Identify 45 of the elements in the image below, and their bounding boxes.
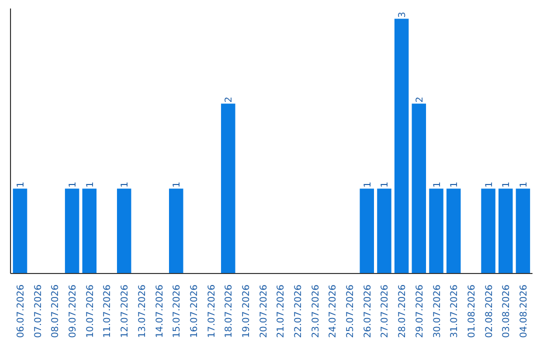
data-label: 3 bbox=[397, 12, 408, 18]
x-tick-label: 17.07.2026 bbox=[206, 284, 218, 338]
data-label: 1 bbox=[432, 182, 443, 188]
x-tick-label: 07.07.2026 bbox=[32, 284, 44, 338]
data-label: 1 bbox=[362, 182, 374, 188]
x-tick-label: 12.07.2026 bbox=[120, 284, 131, 338]
x-tick-label: 31.07.2026 bbox=[449, 284, 460, 338]
x-tick-label: 28.07.2026 bbox=[397, 284, 408, 338]
x-tick-label: 09.07.2026 bbox=[68, 284, 79, 338]
data-label: 1 bbox=[172, 182, 183, 188]
x-tick-label: 15.07.2026 bbox=[172, 284, 183, 338]
x-tick-label: 29.07.2026 bbox=[414, 284, 426, 338]
x-tick-label: 24.07.2026 bbox=[328, 284, 339, 338]
x-tick-label: 16.07.2026 bbox=[188, 284, 200, 338]
data-label: 1 bbox=[120, 182, 131, 188]
data-label: 1 bbox=[68, 182, 79, 188]
x-tick-label: 20.07.2026 bbox=[258, 284, 270, 338]
data-label: 1 bbox=[484, 182, 495, 188]
x-tick-label: 19.07.2026 bbox=[240, 284, 252, 338]
data-label: 1 bbox=[380, 182, 391, 188]
x-tick-label: 02.08.2026 bbox=[484, 284, 495, 338]
x-tick-label: 14.07.2026 bbox=[154, 284, 166, 338]
x-tick-label: 30.07.2026 bbox=[432, 284, 443, 338]
x-tick-label: 25.07.2026 bbox=[345, 284, 356, 338]
data-label: 2 bbox=[224, 96, 235, 103]
x-tick-label: 08.07.2026 bbox=[50, 284, 62, 338]
x-tick-label: 21.07.2026 bbox=[276, 284, 287, 338]
data-label: 1 bbox=[449, 182, 460, 188]
x-tick-label: 27.07.2026 bbox=[380, 284, 391, 338]
data-label: 1 bbox=[501, 182, 512, 188]
x-tick-label: 04.08.2026 bbox=[518, 284, 530, 338]
x-tick-label: 06.07.2026 bbox=[16, 284, 27, 338]
x-tick-label: 18.07.2026 bbox=[224, 284, 235, 338]
x-tick-label: 01.08.2026 bbox=[466, 284, 478, 338]
data-label: 1 bbox=[84, 182, 96, 188]
data-label: 1 bbox=[518, 182, 530, 188]
x-tick-label: 23.07.2026 bbox=[310, 284, 322, 338]
x-tick-label: 22.07.2026 bbox=[293, 284, 304, 338]
data-label: 2 bbox=[414, 96, 426, 103]
x-tick-label: 26.07.2026 bbox=[362, 284, 374, 338]
x-tick-label: 10.07.2026 bbox=[84, 284, 96, 338]
x-tick-label: 11.07.2026 bbox=[102, 284, 114, 338]
x-tick-label: 13.07.2026 bbox=[136, 284, 148, 338]
x-tick-label: 03.08.2026 bbox=[501, 284, 512, 338]
data-label: 1 bbox=[16, 182, 27, 188]
